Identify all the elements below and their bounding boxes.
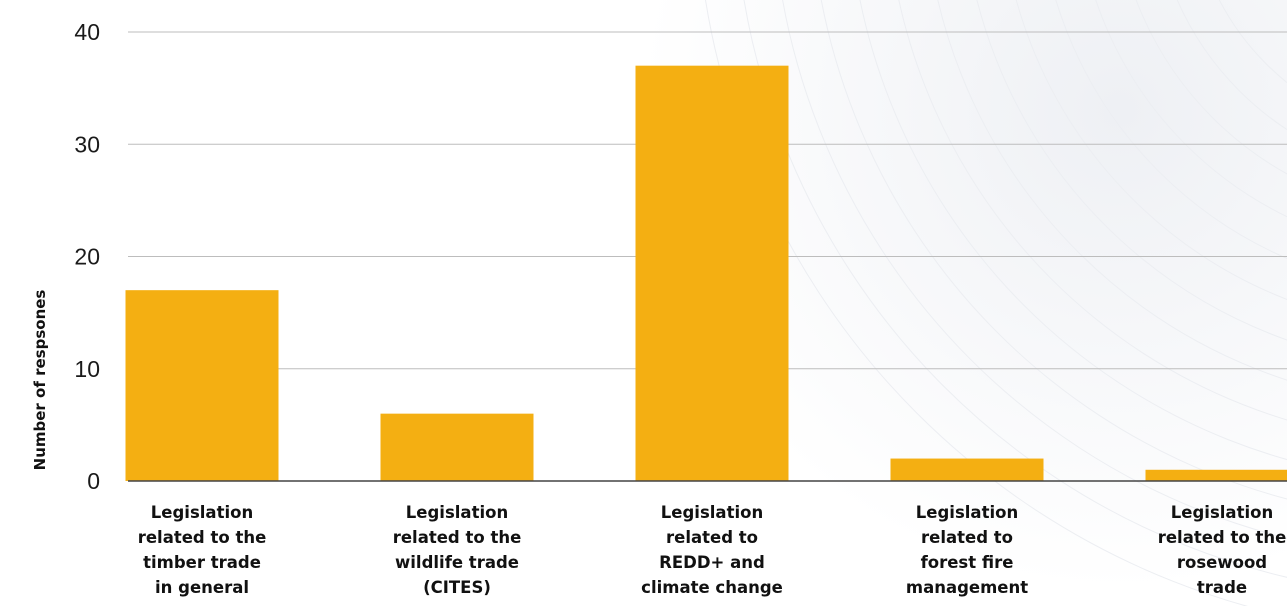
x-tick-label: Legislation related to forest fire manageme… [906, 503, 1028, 597]
x-tick-label: Legislation related to the timber trade in … [138, 503, 267, 597]
bars [125, 65, 1287, 482]
y-tick-label: 20 [74, 244, 100, 270]
bar [125, 290, 279, 481]
y-tick-label: 40 [74, 19, 100, 45]
y-tick-label: 0 [87, 468, 100, 494]
bar [635, 65, 789, 482]
y-tick-label: 10 [74, 356, 100, 382]
y-tick-label: 30 [74, 131, 100, 157]
bar [890, 458, 1044, 481]
bar [380, 413, 534, 481]
y-axis-label: Number of respsones [31, 290, 49, 471]
x-tick-label: Legislation related to the rosewood trade [1158, 503, 1287, 597]
x-tick-label: Legislation related to the wildlife trade(… [393, 503, 522, 597]
x-axis-labels: Legislation related to the timber trade in … [138, 503, 1287, 597]
y-axis-ticks: 0 10 20 30 40 [74, 19, 100, 494]
x-tick-label: Legislation related to REDD+ and climate ch… [641, 503, 783, 597]
bar [1145, 469, 1287, 481]
